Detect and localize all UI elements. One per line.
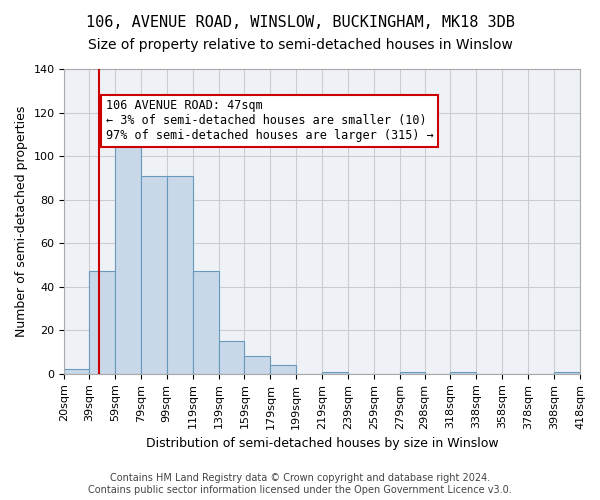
Y-axis label: Number of semi-detached properties: Number of semi-detached properties bbox=[15, 106, 28, 337]
Bar bbox=[115, 138, 141, 374]
Bar bbox=[271, 365, 296, 374]
Text: 106, AVENUE ROAD, WINSLOW, BUCKINGHAM, MK18 3DB: 106, AVENUE ROAD, WINSLOW, BUCKINGHAM, M… bbox=[86, 15, 514, 30]
Bar bbox=[193, 272, 218, 374]
Bar bbox=[451, 372, 476, 374]
Text: Contains HM Land Registry data © Crown copyright and database right 2024.
Contai: Contains HM Land Registry data © Crown c… bbox=[88, 474, 512, 495]
Bar bbox=[64, 370, 89, 374]
Text: Size of property relative to semi-detached houses in Winslow: Size of property relative to semi-detach… bbox=[88, 38, 512, 52]
X-axis label: Distribution of semi-detached houses by size in Winslow: Distribution of semi-detached houses by … bbox=[146, 437, 499, 450]
Bar bbox=[322, 372, 348, 374]
Bar bbox=[141, 176, 167, 374]
Bar bbox=[400, 372, 425, 374]
Bar bbox=[218, 341, 244, 374]
Bar bbox=[167, 176, 193, 374]
Bar bbox=[89, 272, 115, 374]
Text: 106 AVENUE ROAD: 47sqm
← 3% of semi-detached houses are smaller (10)
97% of semi: 106 AVENUE ROAD: 47sqm ← 3% of semi-deta… bbox=[106, 100, 434, 142]
Bar bbox=[244, 356, 271, 374]
Bar bbox=[554, 372, 580, 374]
